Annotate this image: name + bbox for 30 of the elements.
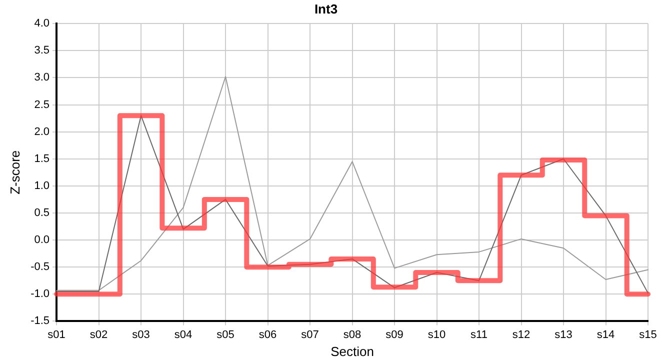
y-tick-label: 1.0 bbox=[34, 180, 50, 192]
y-tick-label: 0.5 bbox=[34, 207, 50, 220]
chart-title: Int3 bbox=[314, 1, 338, 16]
x-tick-label: s08 bbox=[343, 328, 362, 341]
x-tick-label: s12 bbox=[512, 328, 530, 341]
x-tick-label: s06 bbox=[258, 328, 277, 341]
x-tick-label: s01 bbox=[48, 328, 66, 341]
y-tick-label: -0.5 bbox=[30, 261, 50, 274]
x-tick-label: s04 bbox=[174, 328, 192, 341]
x-tick-label: s09 bbox=[386, 328, 404, 341]
x-tick-label: s14 bbox=[596, 328, 615, 341]
y-tick-label: -1.0 bbox=[30, 288, 50, 300]
x-tick-label: s07 bbox=[301, 328, 319, 341]
y-axis-title: Z-score bbox=[7, 150, 22, 194]
y-tick-label: 2.5 bbox=[34, 98, 50, 111]
y-tick-label: 1.5 bbox=[34, 152, 50, 165]
y-tick-label: 0.0 bbox=[34, 234, 50, 246]
y-tick-label: -1.5 bbox=[30, 315, 50, 328]
x-tick-label: s15 bbox=[639, 328, 657, 341]
x-tick-label: s03 bbox=[132, 328, 150, 341]
x-tick-label: s13 bbox=[554, 328, 572, 341]
x-axis-title: Section bbox=[330, 344, 374, 359]
y-tick-label: 2.0 bbox=[34, 126, 50, 138]
y-tick-label: 4.0 bbox=[34, 18, 50, 30]
x-tick-label: s02 bbox=[90, 328, 108, 341]
x-tick-label: s11 bbox=[470, 328, 488, 341]
y-tick-label: 3.5 bbox=[34, 44, 50, 57]
x-tick-label: s10 bbox=[428, 328, 446, 341]
y-tick-label: 3.0 bbox=[34, 72, 50, 84]
x-tick-label: s05 bbox=[216, 328, 234, 341]
